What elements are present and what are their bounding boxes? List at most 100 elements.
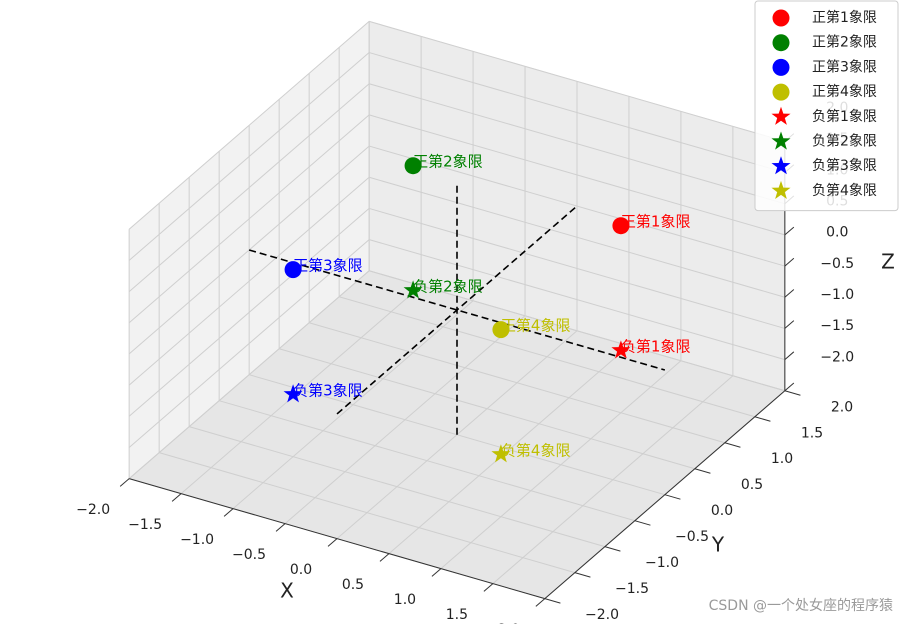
z-axis-label: Z: [881, 250, 895, 274]
grid-line: [159, 452, 575, 574]
z-tick-mark: [784, 226, 795, 236]
point-label: 正第1象限: [621, 213, 691, 231]
point-label: 负第1象限: [621, 337, 691, 355]
marker-star: [771, 180, 791, 199]
x-tick-label: 2.0: [498, 622, 520, 624]
y-tick-label: 0.5: [741, 477, 763, 493]
grid-line: [369, 83, 785, 205]
legend-label: 正第1象限: [812, 9, 877, 26]
legend-label: 正第2象限: [812, 34, 877, 51]
layer: 正第1象限正第2象限正第3象限正第4象限负第1象限负第2象限负第3象限负第4象限…: [709, 0, 899, 614]
legend-label: 负第3象限: [812, 157, 877, 174]
grid-line: [309, 322, 725, 444]
y-tick-label: −0.5: [675, 529, 709, 545]
point-label: 正第2象限: [413, 153, 483, 171]
marker-star: [771, 131, 791, 150]
point-label: 负第3象限: [293, 381, 363, 399]
x-tick-label: −2.0: [76, 502, 110, 518]
x-tick-label: −1.5: [128, 517, 162, 533]
marker-circle: [772, 34, 790, 52]
y-tick-mark: [634, 520, 651, 526]
grid-line: [128, 20, 370, 230]
y-tick-mark: [784, 390, 801, 396]
x-tick-label: 0.5: [342, 577, 364, 593]
legend-label: 正第4象限: [812, 83, 877, 100]
x-tick-mark: [483, 583, 494, 592]
marker-star: [491, 444, 511, 463]
x-tick-label: 1.0: [394, 592, 416, 608]
point-label: 负第2象限: [413, 277, 483, 295]
y-tick-mark: [664, 494, 681, 500]
x-tick-mark: [223, 508, 234, 517]
x-tick-mark: [119, 478, 130, 487]
grid-line: [369, 52, 785, 174]
y-tick-mark: [724, 442, 741, 448]
z-tick-mark: [784, 382, 795, 392]
x-tick-mark: [431, 568, 442, 577]
x-tick-label: 1.5: [446, 607, 468, 623]
y-tick-mark: [544, 598, 561, 604]
y-tick-mark: [574, 572, 591, 578]
legend-label: 负第1象限: [812, 108, 877, 125]
grid-line: [369, 20, 785, 142]
y-tick-label: −1.5: [615, 581, 649, 597]
marker-circle: [772, 58, 790, 76]
z-tick-mark: [784, 351, 795, 360]
x-tick-label: −1.0: [180, 532, 214, 548]
grid-line: [219, 400, 635, 522]
grid-line: [128, 208, 370, 417]
x-axis-line: [129, 478, 545, 600]
marker-circle: [612, 217, 630, 235]
marker-circle: [284, 261, 302, 279]
grid-line: [369, 145, 785, 267]
z-tick-label: −2.0: [820, 349, 854, 365]
grid-line: [369, 239, 785, 361]
marker-circle: [404, 157, 422, 175]
point-label: 正第3象限: [293, 257, 363, 275]
grid-line: [369, 270, 785, 392]
x-axis-label: X: [280, 579, 294, 603]
point-label: 负第4象限: [501, 441, 571, 459]
marker-star: [771, 106, 791, 125]
marker-circle: [772, 83, 790, 101]
grid-line: [369, 176, 785, 298]
dashed-line: [248, 249, 666, 371]
y-tick-mark: [754, 416, 771, 422]
grid-line: [189, 426, 605, 548]
x-tick-mark: [327, 538, 338, 547]
grid-line: [369, 207, 785, 329]
grid-line: [128, 239, 370, 448]
legend-label: 正第3象限: [812, 58, 877, 75]
grid-line: [128, 83, 370, 292]
z-tick-label: −0.5: [820, 256, 854, 272]
legend-box: [754, 0, 899, 212]
marker-star: [403, 280, 423, 299]
y-axis-line: [544, 390, 786, 600]
legend-label: 负第2象限: [812, 133, 877, 150]
z-tick-label: −1.0: [820, 287, 854, 303]
marker-star: [771, 156, 791, 175]
x-tick-mark: [379, 553, 390, 562]
z-tick-label: −1.5: [820, 318, 854, 334]
y-axis-label: Y: [711, 533, 725, 557]
x-tick-mark: [275, 523, 286, 532]
grid-line: [128, 52, 370, 261]
x-tick-label: −0.5: [232, 547, 266, 563]
marker-star: [611, 340, 631, 359]
y-tick-label: 1.5: [801, 425, 823, 441]
grid-line: [279, 348, 695, 470]
y-tick-label: 0.0: [711, 503, 733, 519]
y-tick-label: −2.0: [585, 607, 619, 623]
z-tick-mark: [784, 257, 795, 267]
z-tick-label: 0.0: [826, 225, 848, 241]
grid-line: [128, 114, 370, 324]
marker-circle: [772, 9, 790, 27]
x-tick-mark: [171, 493, 182, 502]
point-label: 正第4象限: [501, 317, 571, 335]
x-tick-mark: [535, 598, 546, 607]
y-tick-label: 2.0: [831, 399, 853, 415]
y-tick-mark: [694, 468, 711, 474]
watermark: CSDN @一个处女座的程序猿: [709, 597, 893, 614]
